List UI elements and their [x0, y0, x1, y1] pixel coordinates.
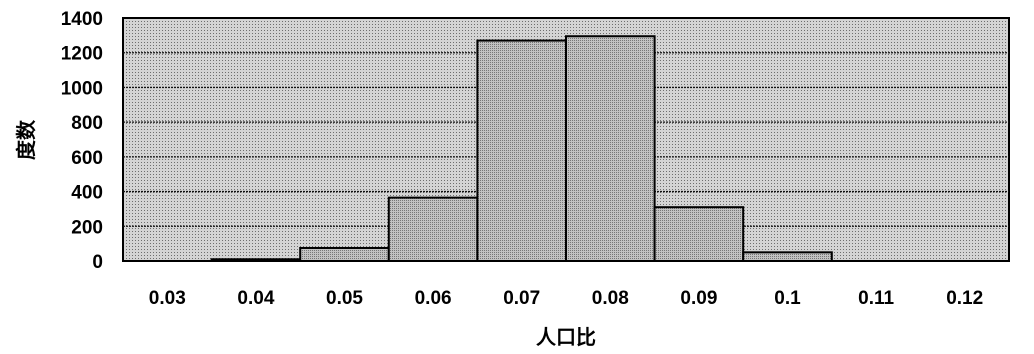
x-tick-label: 0.11 — [858, 288, 894, 309]
x-tick-label: 0.12 — [946, 288, 983, 309]
histogram-bar — [565, 35, 656, 262]
histogram-bar — [742, 251, 833, 262]
histogram-bar — [476, 39, 567, 262]
histogram-bar — [210, 258, 302, 262]
x-tick-label: 0.07 — [503, 288, 540, 309]
y-axis-title: 度数 — [14, 119, 38, 160]
histogram-bar — [653, 206, 745, 262]
x-tick-label: 0.06 — [415, 288, 452, 309]
x-tick-label: 0.09 — [680, 288, 717, 309]
y-tick-label: 800 — [71, 113, 103, 134]
x-tick-label: 0.03 — [149, 288, 186, 309]
y-tick-label: 1000 — [61, 78, 103, 99]
bars — [210, 35, 833, 263]
x-axis-ticks: 0.03 0.04 0.05 0.06 0.07 0.08 0.09 0.1 0.11 0.12 — [149, 288, 983, 309]
x-tick-label: 0.1 — [774, 288, 801, 309]
y-tick-label: 200 — [71, 217, 103, 238]
histogram-bar — [299, 246, 390, 263]
y-tick-label: 400 — [71, 183, 103, 204]
x-tick-label: 0.08 — [592, 288, 629, 309]
x-axis-title: 人口比 — [536, 325, 596, 349]
x-tick-label: 0.05 — [326, 288, 363, 309]
y-tick-label: 1200 — [61, 44, 103, 65]
y-tick-label: 1400 — [61, 9, 103, 30]
y-tick-label: 0 — [92, 252, 103, 273]
y-axis-ticks: 0 200 400 600 800 1000 1200 1400 — [61, 9, 103, 273]
y-tick-label: 600 — [71, 148, 103, 169]
x-tick-label: 0.04 — [237, 288, 274, 309]
histogram-bar — [387, 196, 479, 262]
